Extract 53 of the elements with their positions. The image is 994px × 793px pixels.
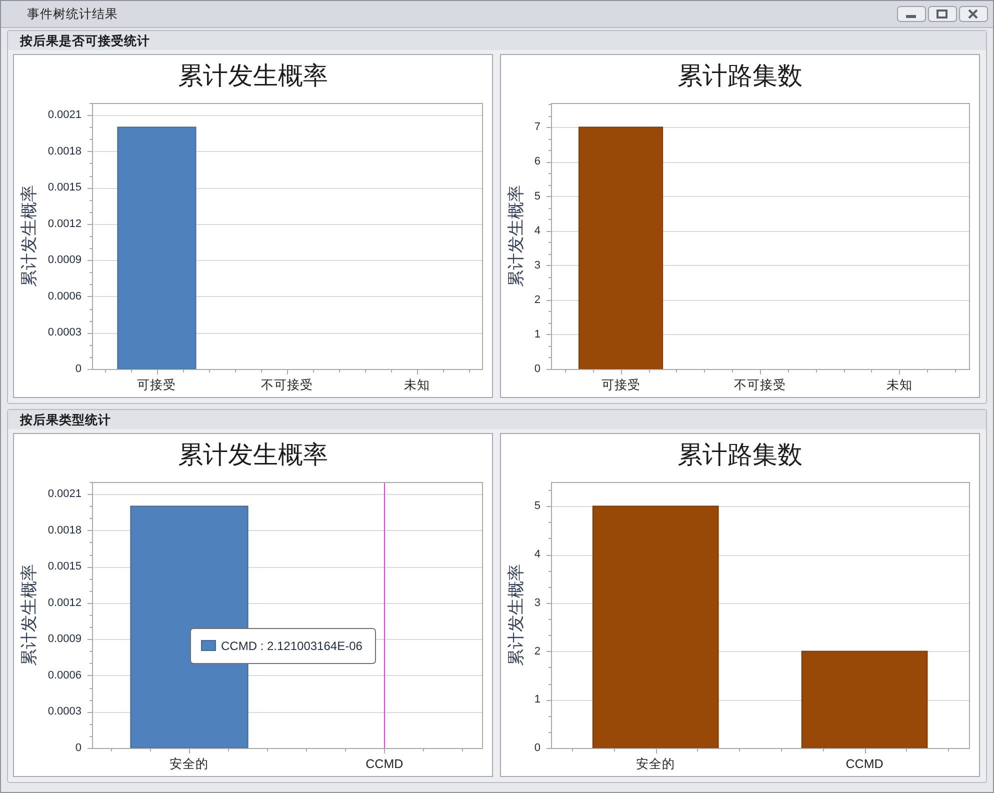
y-tick-label: 0.0009 — [48, 254, 82, 266]
y-tick-label: 0.0018 — [48, 145, 82, 158]
chart-title: 累计发生概率 — [178, 62, 328, 90]
x-tick-label: 安全的 — [636, 756, 676, 771]
y-tick-label: 7 — [534, 121, 540, 134]
y-tick-label: 4 — [534, 548, 540, 561]
y-tick-label: 0.0021 — [48, 488, 82, 500]
y-tick-label: 4 — [534, 224, 540, 237]
y-tick-label: 0.0015 — [48, 560, 82, 573]
x-tick-label: 不可接受 — [260, 378, 313, 392]
x-tick-label: CCMD — [846, 757, 884, 771]
x-tick-label: 未知 — [886, 378, 912, 392]
chart-title: 累计发生概率 — [178, 441, 328, 469]
y-tick-label: 3 — [534, 596, 540, 609]
y-tick-label: 0.0009 — [48, 633, 82, 646]
chart-subtitle: 按后果是否可接受统计 — [19, 33, 150, 48]
x-tick-label: 可接受 — [137, 378, 176, 392]
chart-title: 累计路集数 — [678, 441, 802, 469]
annotation: CCMD : 2.121003164E-06 — [221, 639, 363, 653]
y-tick-label: 0.0018 — [48, 524, 82, 536]
chart-subtitle: 按后果类型统计 — [19, 412, 111, 427]
y-tick-label: 0 — [534, 742, 540, 754]
y-tick-label: 2 — [534, 294, 540, 306]
y-tick-label: 5 — [534, 190, 540, 202]
y-tick-label: 0.0015 — [48, 182, 82, 194]
y-tick-label: 1 — [534, 694, 540, 706]
y-tick-label: 5 — [534, 500, 540, 512]
x-tick-label: CCMD — [366, 757, 404, 771]
x-tick-label: 安全的 — [170, 756, 209, 771]
y-tick-label: 2 — [534, 645, 540, 658]
y-tick-label: 1 — [534, 328, 540, 340]
y-tick-label: 0.0012 — [48, 218, 82, 230]
y-tick-label: 0.0003 — [48, 326, 82, 339]
y-tick-label: 0.0003 — [48, 706, 82, 718]
y-tick-label: 3 — [534, 259, 540, 272]
y-tick-label: 0.0006 — [48, 669, 82, 682]
y-tick-label: 0.0012 — [48, 596, 82, 609]
y-axis-title: 累计发生概率 — [20, 564, 38, 666]
x-tick-label: 可接受 — [601, 378, 640, 392]
chart-title: 累计路集数 — [678, 62, 802, 90]
y-tick-label: 0 — [75, 742, 82, 754]
y-tick-label: 0.0006 — [48, 290, 82, 302]
tooltip: CCMD : 2.121003164E-06 — [190, 628, 376, 664]
y-axis-title: 累计发生概率 — [506, 185, 526, 287]
y-axis-title: 累计发生概率 — [20, 185, 38, 287]
text: 事件树统计结果 — [27, 7, 118, 21]
x-tick-label: 未知 — [404, 378, 430, 392]
y-axis-title: 累计发生概率 — [506, 564, 526, 666]
x-tick-label: 不可接受 — [734, 378, 786, 392]
y-tick-label: 0 — [75, 363, 82, 375]
y-tick-label: 0.0021 — [48, 109, 82, 122]
y-tick-label: 0 — [534, 363, 540, 375]
y-tick-label: 6 — [534, 156, 540, 168]
